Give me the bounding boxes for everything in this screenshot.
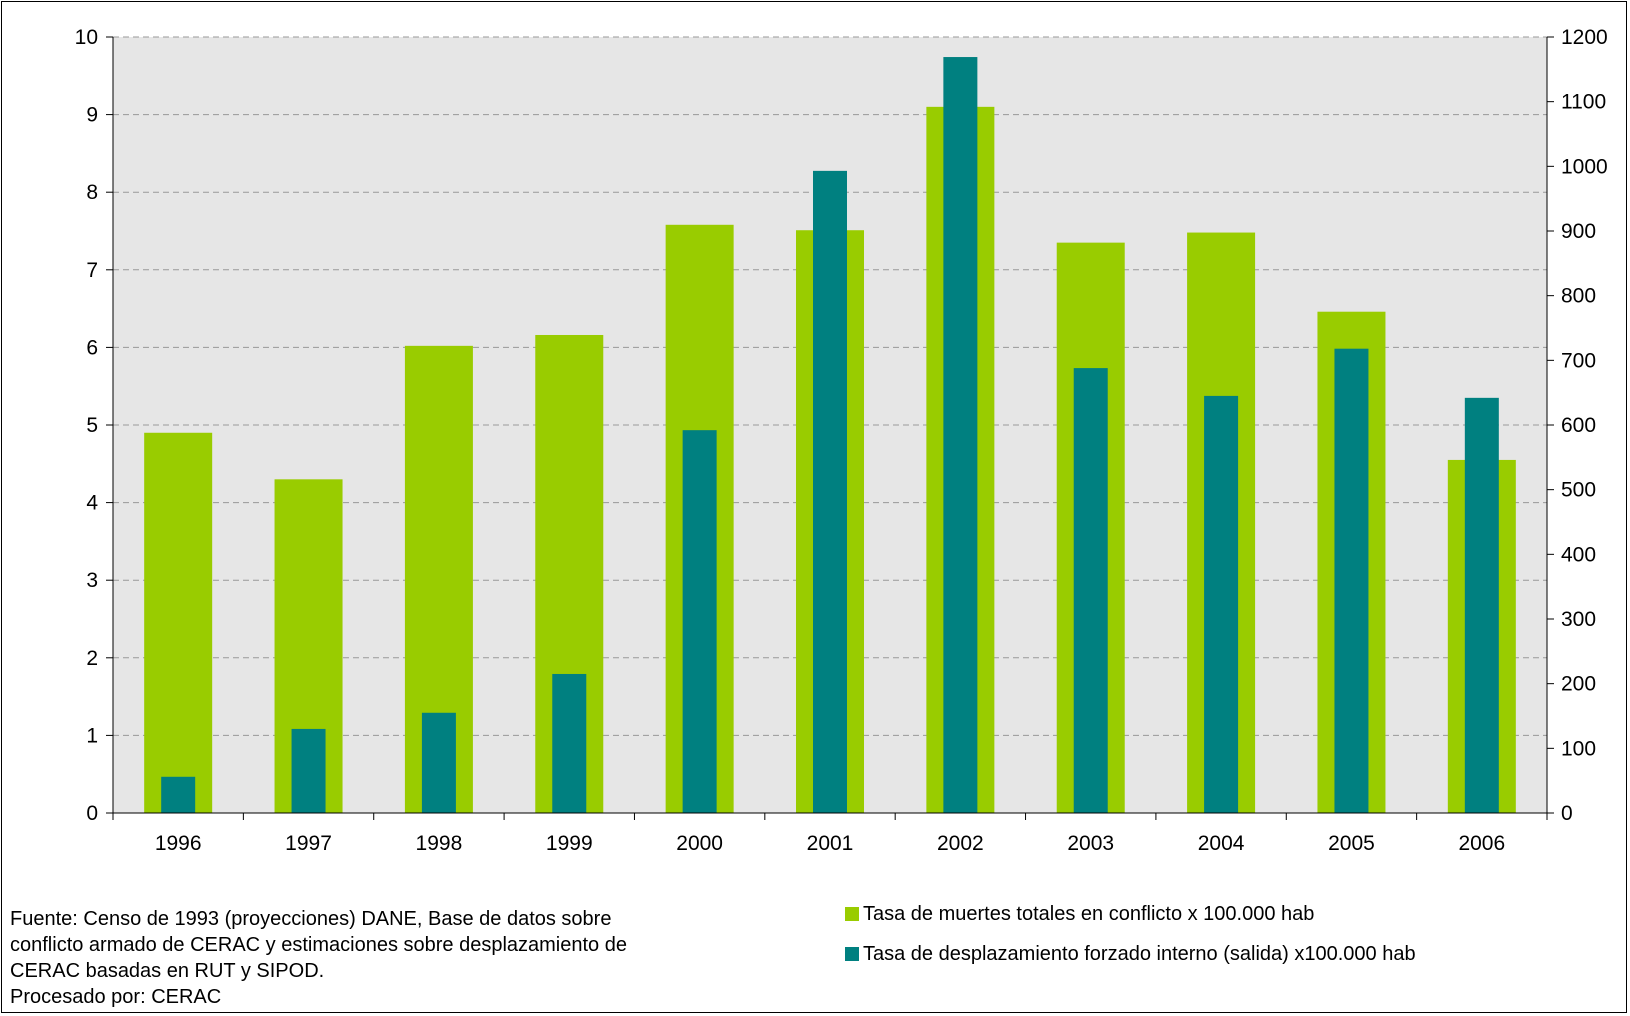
y-right-tick-label: 1200 (1561, 26, 1608, 49)
y-right-tick-label: 800 (1561, 285, 1596, 308)
source-note-line: Fuente: Censo de 1993 (proyecciones) DAN… (10, 908, 612, 930)
tick-labels: 0123456789100100200300400500600700800900… (75, 26, 1608, 855)
y-right-tick-label: 900 (1561, 220, 1596, 243)
gridlines (113, 36, 1547, 736)
x-tick-label: 1997 (285, 832, 332, 855)
axes (106, 36, 1554, 820)
bar-desplazamiento-1996 (161, 776, 196, 813)
x-tick-label: 2000 (676, 832, 723, 855)
bar-desplazamiento-2003 (1073, 368, 1108, 813)
source-note-line: CERAC basadas en RUT y SIPOD. (10, 960, 325, 982)
source-note-line: Procesado por: CERAC (10, 986, 222, 1008)
y-right-tick-label: 1000 (1561, 155, 1608, 178)
y-left-tick-label: 4 (86, 492, 98, 515)
legend-swatch-desplazamiento (845, 947, 859, 961)
y-right-tick-label: 300 (1561, 608, 1596, 631)
legend-swatch-muertes (845, 907, 859, 921)
x-tick-label: 2006 (1458, 832, 1505, 855)
y-left-tick-label: 6 (86, 336, 98, 359)
x-tick-label: 1996 (155, 832, 202, 855)
bar-desplazamiento-1998 (421, 712, 456, 813)
y-left-tick-label: 0 (86, 802, 98, 825)
x-tick-label: 2005 (1328, 832, 1375, 855)
y-right-tick-label: 500 (1561, 479, 1596, 502)
legend-label-muertes: Tasa de muertes totales en conflicto x 1… (863, 903, 1315, 925)
y-right-tick-label: 400 (1561, 543, 1596, 566)
source-note: Fuente: Censo de 1993 (proyecciones) DAN… (10, 906, 770, 1010)
bar-desplazamiento-1997 (291, 728, 326, 813)
x-tick-label: 1998 (416, 832, 463, 855)
y-left-tick-label: 9 (86, 104, 98, 127)
bar-desplazamiento-1999 (552, 673, 587, 813)
source-note-line: conflicto armado de CERAC y estimaciones… (10, 934, 627, 956)
y-left-tick-label: 3 (86, 569, 98, 592)
y-right-tick-label: 1100 (1561, 91, 1606, 114)
y-left-tick-label: 7 (86, 259, 98, 282)
x-tick-label: 2004 (1198, 832, 1245, 855)
bar-desplazamiento-2004 (1204, 395, 1239, 813)
y-left-tick-label: 2 (86, 647, 98, 670)
y-left-tick-label: 10 (75, 26, 98, 49)
y-right-tick-label: 700 (1561, 349, 1596, 372)
bar-desplazamiento-2006 (1464, 397, 1499, 813)
y-left-tick-label: 8 (86, 181, 98, 204)
y-left-tick-label: 1 (86, 724, 98, 747)
bar-muertes-1996 (144, 432, 213, 813)
series-desplazamiento-bars (161, 57, 1499, 814)
x-tick-label: 1999 (546, 832, 593, 855)
bar-desplazamiento-2000 (682, 430, 717, 813)
x-tick-label: 2002 (937, 832, 984, 855)
y-right-tick-label: 0 (1561, 802, 1573, 825)
legend-label-desplazamiento: Tasa de desplazamiento forzado interno (… (863, 943, 1416, 965)
x-tick-label: 2003 (1067, 832, 1114, 855)
x-tick-label: 2001 (807, 832, 854, 855)
bar-desplazamiento-2002 (943, 57, 978, 813)
bar-desplazamiento-2005 (1334, 348, 1369, 813)
y-right-tick-label: 100 (1561, 737, 1596, 760)
y-right-tick-label: 600 (1561, 414, 1596, 437)
y-left-tick-label: 5 (86, 414, 98, 437)
bar-desplazamiento-2001 (813, 170, 847, 814)
y-right-tick-label: 200 (1561, 673, 1596, 696)
